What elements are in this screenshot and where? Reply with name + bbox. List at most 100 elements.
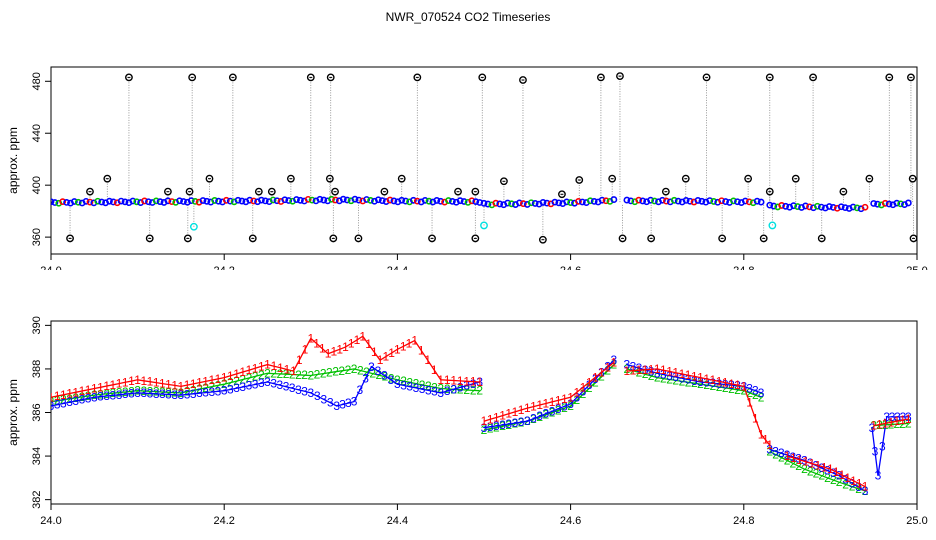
series-3-marker: 3 xyxy=(413,381,420,395)
series-3-marker: 3 xyxy=(246,379,253,393)
baseline-point xyxy=(893,199,901,207)
series-1-marker: 1 xyxy=(716,374,723,388)
baseline-point xyxy=(109,198,117,206)
baseline-point xyxy=(849,203,857,211)
baseline-point xyxy=(351,195,359,203)
series-3-marker: 3 xyxy=(444,384,451,398)
series-1-marker: 1 xyxy=(307,331,314,345)
series-2-marker: 2 xyxy=(233,374,240,388)
baseline-point xyxy=(870,200,878,207)
series-1-marker: 1 xyxy=(153,376,160,390)
series-3-marker: 3 xyxy=(178,388,185,402)
series-1-marker: 1 xyxy=(319,342,326,356)
series-2-marker: 2 xyxy=(888,417,895,431)
baseline-point xyxy=(51,198,55,206)
series-2-marker: 2 xyxy=(326,366,333,380)
series-2-marker: 2 xyxy=(778,451,785,465)
series-1-line xyxy=(51,335,480,398)
baseline-point xyxy=(390,197,398,205)
series-3-marker: 3 xyxy=(476,375,483,389)
series-1-marker: 1 xyxy=(882,416,889,430)
series-1-marker: 1 xyxy=(437,373,444,387)
series-3-marker: 3 xyxy=(894,410,901,424)
series-3-marker: 3 xyxy=(233,381,240,395)
series-2-marker: 2 xyxy=(419,378,426,392)
series-1-marker: 1 xyxy=(685,368,692,382)
series-2-marker: 2 xyxy=(648,369,655,383)
series-3-marker: 3 xyxy=(258,376,265,390)
series-1-marker: 1 xyxy=(159,377,166,391)
series-2-marker: 2 xyxy=(666,373,673,387)
series-1-marker: 1 xyxy=(418,343,425,357)
baseline-point xyxy=(269,196,277,204)
series-3-marker: 3 xyxy=(505,417,512,431)
series-1-marker: 1 xyxy=(827,462,834,476)
series-1-marker: 1 xyxy=(630,364,637,378)
series-3-marker: 3 xyxy=(530,412,537,426)
baseline-point xyxy=(881,199,889,207)
series-1-marker: 1 xyxy=(734,378,741,392)
flagged-point xyxy=(189,222,198,231)
series-3-marker: 3 xyxy=(666,369,673,383)
outlier-point xyxy=(471,234,480,243)
baseline-point xyxy=(698,197,706,205)
baseline-point xyxy=(191,198,199,205)
series-3-marker: 3 xyxy=(463,379,470,393)
outlier-point xyxy=(907,73,915,82)
baseline-point xyxy=(659,196,666,204)
series-2-marker: 2 xyxy=(196,382,203,396)
series-1-marker: 1 xyxy=(215,372,222,386)
series-2-marker: 2 xyxy=(592,375,599,389)
baseline-point xyxy=(339,195,347,203)
series-2-marker: 2 xyxy=(728,382,735,396)
series-2-marker: 2 xyxy=(314,368,321,382)
series-1-marker: 1 xyxy=(476,375,483,389)
series-2-marker: 2 xyxy=(159,385,166,399)
series-3-marker: 3 xyxy=(103,389,110,403)
baseline-point xyxy=(647,196,654,204)
series-3-marker: 3 xyxy=(147,387,154,401)
series-3-marker: 3 xyxy=(171,388,178,402)
series-1-marker: 1 xyxy=(202,374,209,388)
outlier-point xyxy=(575,176,584,184)
series-2-marker: 2 xyxy=(836,475,843,489)
outlier-point xyxy=(597,73,605,82)
outlier-point xyxy=(765,73,774,82)
series-2-marker: 2 xyxy=(876,418,883,432)
baseline-point xyxy=(745,198,753,206)
series-2-marker: 2 xyxy=(862,484,869,498)
series-3-marker: 3 xyxy=(813,459,820,473)
series-3-marker: 3 xyxy=(872,445,879,459)
series-3-marker: 3 xyxy=(648,365,655,379)
baseline-point xyxy=(778,202,786,209)
series-2-marker: 2 xyxy=(178,386,185,400)
series-1-marker: 1 xyxy=(524,401,531,415)
series-1-marker: 1 xyxy=(359,329,366,343)
outlier-point xyxy=(248,234,257,243)
series-3-marker: 3 xyxy=(801,453,808,467)
series-1-marker: 1 xyxy=(348,337,355,351)
series-2-marker: 2 xyxy=(746,386,753,400)
baseline-point xyxy=(211,197,219,204)
series-1-marker: 1 xyxy=(388,346,395,360)
series-3-marker: 3 xyxy=(252,377,259,391)
series-1-marker: 1 xyxy=(487,412,494,426)
series-3-marker: 3 xyxy=(431,385,438,399)
y-tick-label: 440 xyxy=(31,124,43,142)
series-1-marker: 1 xyxy=(746,395,753,409)
baseline-point xyxy=(180,198,187,205)
series-2-marker: 2 xyxy=(543,408,550,422)
series-2-marker: 2 xyxy=(406,375,413,389)
series-1-marker: 1 xyxy=(271,359,278,373)
series-2-line xyxy=(483,364,615,431)
plot-frame xyxy=(50,66,918,255)
outlier-point xyxy=(103,174,112,183)
outlier-point xyxy=(267,187,276,196)
series-2-marker: 2 xyxy=(252,369,259,383)
series-3-marker: 3 xyxy=(862,484,869,498)
series-1-marker: 1 xyxy=(802,455,809,469)
series-3-marker: 3 xyxy=(394,377,401,391)
series-1-marker: 1 xyxy=(400,339,407,353)
series-2-marker: 2 xyxy=(369,367,376,381)
